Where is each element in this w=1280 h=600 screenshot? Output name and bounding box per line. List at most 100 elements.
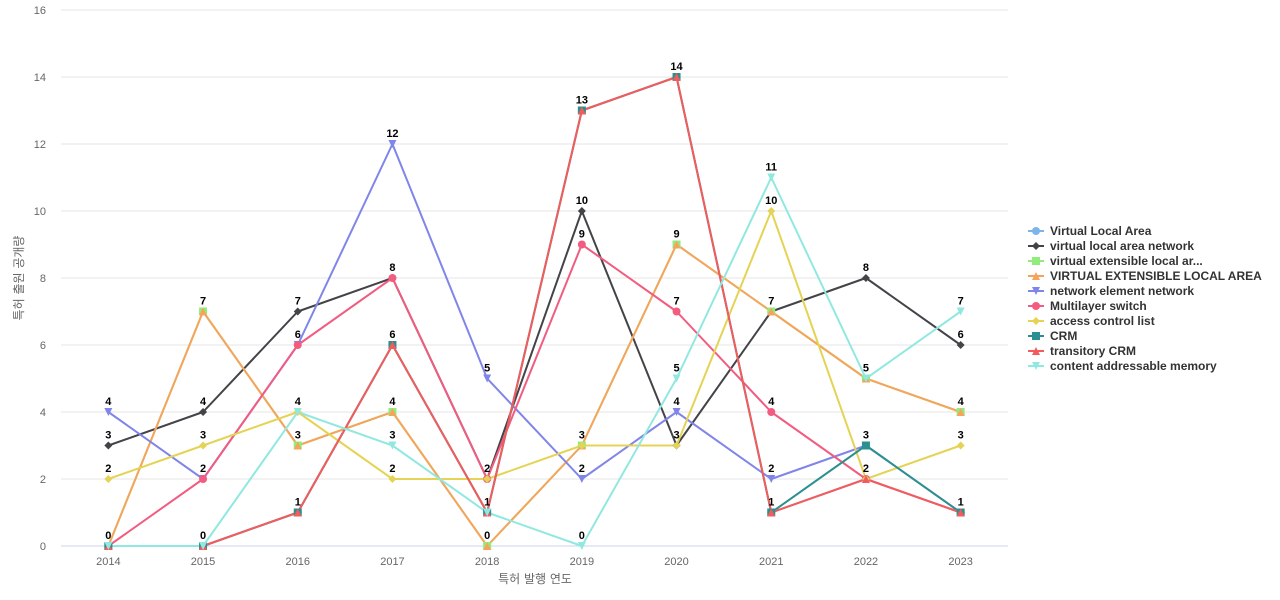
x-tick-label: 2020 xyxy=(664,556,688,568)
legend-marker-icon xyxy=(1032,256,1040,265)
data-label: 3 xyxy=(863,430,869,442)
series-line-content-addressable-memory xyxy=(108,176,962,547)
legend-item-transitory-crm[interactable]: transitory CRM xyxy=(1028,343,1278,358)
data-label: 12 xyxy=(386,128,398,140)
x-tick-label: 2016 xyxy=(286,556,310,568)
marker-content-addressable-memory xyxy=(861,374,870,383)
data-label: 1 xyxy=(484,497,490,509)
marker-multilayer-switch xyxy=(577,240,586,249)
legend-label: virtual local area network xyxy=(1050,238,1195,253)
marker-virtual-local-area-network xyxy=(293,307,302,316)
x-axis-ticks: 2014 2015 2016 2017 2018 2019 2020 2021 2022 2023 xyxy=(96,556,973,568)
legend-marker-icon xyxy=(1032,241,1040,250)
legend-symbol-icon xyxy=(1028,301,1044,310)
legend-item-multilayer-switch[interactable]: Multilayer switch xyxy=(1028,298,1278,313)
marker-virtual-local-area-network xyxy=(199,408,208,416)
x-tick-label: 2023 xyxy=(948,556,972,568)
legend-label: network element network xyxy=(1050,283,1195,298)
y-axis-title: 특허 출원 공개량 xyxy=(12,236,26,321)
data-label: 11 xyxy=(765,162,777,174)
data-label: 5 xyxy=(484,363,490,375)
data-label: 7 xyxy=(958,296,964,308)
marker-transitory-crm xyxy=(767,508,776,517)
data-label: 1 xyxy=(295,497,301,509)
data-label: 6 xyxy=(958,329,964,341)
marker-network-element-network xyxy=(388,140,397,148)
data-label: 13 xyxy=(576,95,588,107)
marker-access-control-list xyxy=(672,441,681,450)
marker-content-addressable-memory xyxy=(767,173,776,182)
y-tick-label: 14 xyxy=(34,72,46,84)
data-label: 3 xyxy=(295,430,301,442)
marker-content-addressable-memory xyxy=(199,542,208,550)
y-tick-label: 4 xyxy=(40,407,46,419)
x-tick-label: 2014 xyxy=(96,556,120,568)
series-line-transitory-crm xyxy=(108,76,961,547)
legend-item-virtual-extensible-local-ar[interactable]: virtual extensible local ar... xyxy=(1028,253,1278,268)
legend-item-virtual-local-area-network[interactable]: virtual local area network xyxy=(1028,238,1278,253)
data-label: 5 xyxy=(863,363,869,375)
marker-access-control-list xyxy=(104,475,113,483)
marker-virtual-extensible-local-area xyxy=(199,307,208,316)
legend-label: Virtual Local Area xyxy=(1050,223,1152,238)
series-line-multilayer-switch xyxy=(107,243,961,547)
y-tick-label: 2 xyxy=(40,474,46,486)
data-label: 2 xyxy=(863,463,869,475)
legend-item-crm[interactable]: CRM xyxy=(1028,328,1278,343)
data-label: 3 xyxy=(200,430,206,442)
marker-virtual-local-area-network xyxy=(861,274,870,282)
series-lines xyxy=(107,76,962,547)
data-label: 6 xyxy=(389,329,395,341)
marker-network-element-network xyxy=(767,475,776,483)
legend-item-virtual-extensible-local-area[interactable]: VIRTUAL EXTENSIBLE LOCAL AREA xyxy=(1028,268,1278,283)
legend-label: transitory CRM xyxy=(1050,343,1137,358)
data-label: 0 xyxy=(579,530,585,542)
legend-symbol-icon xyxy=(1028,226,1044,235)
data-label: 8 xyxy=(863,262,869,274)
marker-crm xyxy=(861,441,870,450)
marker-access-control-list xyxy=(577,441,586,450)
data-label: 6 xyxy=(295,329,301,341)
data-label: 4 xyxy=(768,396,775,408)
marker-virtual-extensible-local-area xyxy=(672,240,681,249)
legend-symbol-icon xyxy=(1028,256,1044,265)
marker-access-control-list xyxy=(956,441,965,450)
data-label: 9 xyxy=(673,229,679,241)
marker-multilayer-switch xyxy=(767,408,776,416)
data-label: 7 xyxy=(295,296,301,308)
data-label: 4 xyxy=(105,396,112,408)
data-label: 0 xyxy=(484,530,490,542)
data-label: 10 xyxy=(576,195,588,207)
legend-marker-icon xyxy=(1032,346,1040,355)
legend-marker-icon xyxy=(1032,301,1040,310)
y-tick-label: 0 xyxy=(40,541,46,553)
legend-label: CRM xyxy=(1050,328,1078,343)
y-tick-label: 8 xyxy=(40,273,46,285)
data-label: 14 xyxy=(670,61,683,73)
data-label: 7 xyxy=(673,296,679,308)
legend-label: Multilayer switch xyxy=(1050,298,1147,313)
legend-item-network-element-network[interactable]: network element network xyxy=(1028,283,1278,298)
y-tick-label: 16 xyxy=(34,5,46,17)
x-tick-label: 2015 xyxy=(191,556,215,568)
legend-item-access-control-list[interactable]: access control list xyxy=(1028,313,1278,328)
gridlines xyxy=(61,9,1008,547)
data-label: 0 xyxy=(200,530,206,542)
data-label: 2 xyxy=(579,463,585,475)
data-label: 2 xyxy=(200,463,206,475)
legend-item-content-addressable-memory[interactable]: content addressable memory xyxy=(1028,358,1278,373)
legend-marker-icon xyxy=(1032,361,1040,370)
marker-multilayer-switch xyxy=(388,274,397,282)
data-label: 9 xyxy=(579,229,585,241)
data-labels: 4320743207643112864325210131093201497543… xyxy=(105,61,964,542)
data-label: 4 xyxy=(200,396,207,408)
data-label: 0 xyxy=(105,530,111,542)
legend-item-virtual-local-area[interactable]: Virtual Local Area xyxy=(1028,223,1278,238)
marker-access-control-list xyxy=(199,441,208,450)
legend-marker-icon xyxy=(1032,226,1040,235)
marker-content-addressable-memory xyxy=(293,408,302,416)
data-label: 4 xyxy=(389,396,396,408)
data-label: 3 xyxy=(673,430,679,442)
legend-marker-icon xyxy=(1032,316,1040,325)
marker-transitory-crm xyxy=(956,508,965,517)
